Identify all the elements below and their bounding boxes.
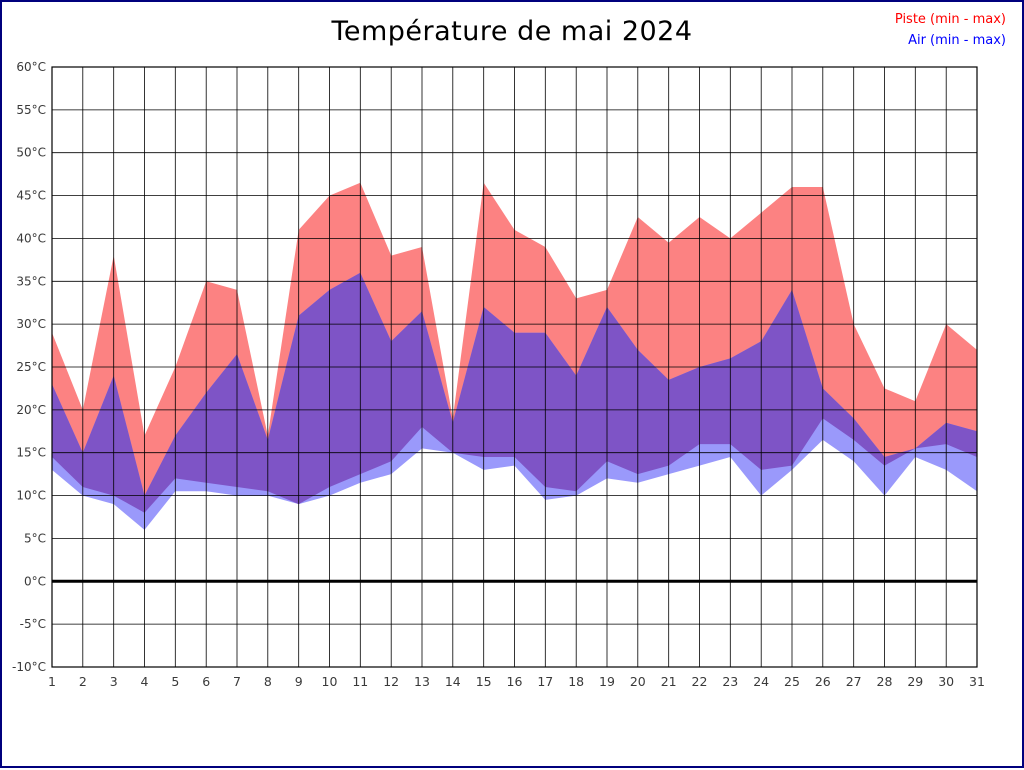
svg-text:14: 14	[445, 674, 461, 689]
svg-text:26: 26	[815, 674, 831, 689]
svg-text:16: 16	[507, 674, 523, 689]
svg-text:3: 3	[110, 674, 118, 689]
svg-text:55°C: 55°C	[16, 103, 46, 117]
svg-text:8: 8	[264, 674, 272, 689]
svg-text:-5°C: -5°C	[20, 617, 46, 631]
svg-text:29: 29	[907, 674, 923, 689]
svg-text:45°C: 45°C	[16, 189, 46, 203]
svg-text:60°C: 60°C	[16, 60, 46, 74]
svg-text:15: 15	[476, 674, 492, 689]
svg-text:25°C: 25°C	[16, 360, 46, 374]
svg-text:22: 22	[692, 674, 708, 689]
svg-text:10: 10	[322, 674, 338, 689]
svg-text:1: 1	[48, 674, 56, 689]
svg-text:15°C: 15°C	[16, 446, 46, 460]
svg-text:30°C: 30°C	[16, 317, 46, 331]
svg-text:40°C: 40°C	[16, 231, 46, 245]
svg-text:5: 5	[171, 674, 179, 689]
svg-text:24: 24	[753, 674, 769, 689]
svg-text:19: 19	[599, 674, 615, 689]
svg-text:11: 11	[352, 674, 368, 689]
chart-title: Température de mai 2024	[331, 16, 693, 47]
legend: Piste (min - max) Air (min - max)	[895, 9, 1006, 51]
svg-text:13: 13	[414, 674, 430, 689]
svg-text:17: 17	[537, 674, 553, 689]
svg-text:21: 21	[661, 674, 677, 689]
svg-text:5°C: 5°C	[24, 531, 46, 545]
svg-text:12: 12	[383, 674, 399, 689]
svg-text:28: 28	[877, 674, 893, 689]
svg-text:9: 9	[295, 674, 303, 689]
svg-text:27: 27	[846, 674, 862, 689]
svg-text:-10°C: -10°C	[12, 660, 46, 674]
svg-text:18: 18	[568, 674, 584, 689]
legend-item-piste: Piste (min - max)	[894, 12, 1006, 27]
svg-text:7: 7	[233, 674, 241, 689]
svg-text:23: 23	[722, 674, 738, 689]
legend-item-air: Air (min - max)	[908, 33, 1006, 48]
svg-text:20: 20	[630, 674, 646, 689]
svg-text:4: 4	[141, 674, 149, 689]
svg-text:6: 6	[202, 674, 210, 689]
svg-text:2: 2	[79, 674, 87, 689]
svg-text:30: 30	[938, 674, 954, 689]
svg-text:50°C: 50°C	[16, 146, 46, 160]
svg-text:25: 25	[784, 674, 800, 689]
svg-text:20°C: 20°C	[16, 403, 46, 417]
svg-text:31: 31	[969, 674, 985, 689]
svg-text:0°C: 0°C	[24, 574, 46, 588]
svg-text:35°C: 35°C	[16, 274, 46, 288]
svg-text:10°C: 10°C	[16, 489, 46, 503]
